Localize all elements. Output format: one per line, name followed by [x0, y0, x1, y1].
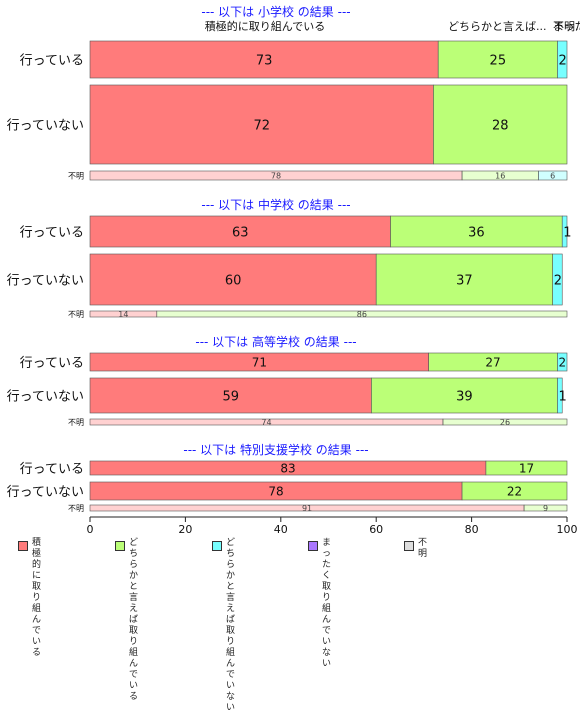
top-category-label: どちらかと言えば...: [448, 20, 547, 33]
legend-swatch: [308, 541, 318, 551]
row-label: 行っていない: [7, 485, 84, 500]
data-label: 1: [558, 389, 566, 404]
data-label: 72: [253, 118, 270, 133]
stacked-bar-chart: 積極的に取り組んでいる どちらかと言えば... まったく...不明... --- 以下…: [7, 4, 580, 536]
bar-segment: [557, 377, 563, 414]
bar-segment: [552, 253, 563, 306]
x-tick-label: 40: [274, 523, 288, 536]
bar-segment: [375, 253, 553, 306]
bar-segment: [561, 215, 568, 248]
data-label: 73: [256, 53, 273, 68]
data-label: 39: [456, 389, 473, 404]
row-label: 不明: [68, 504, 84, 513]
legend-swatch: [115, 541, 125, 551]
data-label: 26: [500, 418, 510, 427]
data-label: 63: [232, 225, 249, 240]
x-tick-label: 100: [557, 523, 578, 536]
top-category-label: 積極的に取り組んでいる: [205, 19, 325, 33]
bar-segment: [523, 504, 568, 512]
legend-swatch: [18, 541, 28, 551]
data-label: 78: [271, 172, 281, 181]
data-label: 2: [558, 53, 566, 68]
data-label: 6: [550, 172, 555, 181]
data-label: 22: [507, 485, 522, 499]
legend-label: まったく 取り組んでいない: [322, 538, 332, 669]
bar-segment: [89, 377, 372, 414]
row-label: 行っていない: [7, 390, 84, 405]
legend-swatch: [404, 541, 414, 551]
legend-label: どちらかと言えば 取り組んでいる: [129, 538, 139, 702]
row-label: 不明: [68, 418, 84, 427]
data-label: 36: [468, 225, 485, 240]
data-label: 60: [225, 273, 242, 288]
row-label: 不明: [68, 310, 84, 319]
data-label: 16: [495, 172, 505, 181]
data-label: 14: [118, 310, 128, 319]
x-tick-label: 20: [178, 523, 192, 536]
data-label: 59: [222, 389, 239, 404]
row-label: 不明: [68, 172, 84, 181]
legend: 積極的に 取り組んでいる どちらかと言えば 取り組んでいる どちらかと言えば 取り組…: [18, 538, 578, 713]
bar-segment: [538, 170, 568, 181]
legend-label: 不明: [418, 538, 428, 559]
row-label: 行っていない: [7, 119, 84, 134]
data-label: 2: [558, 356, 566, 370]
bar-segment: [156, 310, 568, 318]
panel-title: --- 以下は 高等学校 の結果 ---: [195, 334, 356, 349]
bar-segment: [557, 40, 568, 79]
panel-title: --- 以下は 中学校 の結果 ---: [201, 197, 350, 212]
row-label: 行っている: [20, 226, 84, 241]
row-label: 行っている: [20, 462, 84, 477]
panel-title: --- 以下は 小学校 の結果 ---: [201, 4, 350, 19]
bar-segment: [89, 215, 391, 248]
data-label: 91: [302, 504, 312, 513]
legend-swatch: [212, 541, 222, 551]
x-tick-label: 0: [87, 523, 94, 536]
bar-segment: [485, 460, 568, 476]
data-label: 86: [357, 310, 367, 319]
bar-segment: [390, 215, 563, 248]
top-category-label: まったく...: [553, 20, 580, 33]
data-label: 27: [485, 356, 500, 370]
data-label: 9: [543, 504, 548, 513]
x-tick-label: 60: [369, 523, 383, 536]
data-label: 37: [456, 273, 473, 288]
data-label: 1: [563, 225, 571, 240]
data-label: 17: [519, 462, 534, 476]
x-tick-label: 80: [465, 523, 479, 536]
bar-segment: [89, 84, 434, 165]
data-label: 83: [280, 462, 295, 476]
data-label: 28: [492, 118, 509, 133]
row-label: 行っていない: [7, 274, 84, 289]
row-label: 行っている: [20, 54, 84, 69]
legend-label: 積極的に 取り組んでいる: [32, 538, 42, 658]
data-label: 74: [261, 418, 271, 427]
data-label: 25: [490, 53, 507, 68]
bar-segment: [437, 40, 558, 79]
data-label: 78: [268, 485, 283, 499]
row-label: 行っている: [20, 356, 84, 371]
top-category-label: 不明...: [553, 20, 580, 33]
data-label: 2: [554, 273, 562, 288]
bar-segment: [371, 377, 558, 414]
bar-segment: [442, 418, 568, 426]
bar-segment: [461, 481, 568, 501]
data-label: 71: [252, 356, 267, 370]
bar-segment: [433, 84, 568, 165]
legend-label: どちらかと言えば 取り組んでいない: [226, 538, 236, 713]
bar-segment: [557, 352, 568, 372]
bar-segment: [89, 253, 377, 306]
panel-title: --- 以下は 特別支援学校 の結果 ---: [183, 442, 368, 457]
